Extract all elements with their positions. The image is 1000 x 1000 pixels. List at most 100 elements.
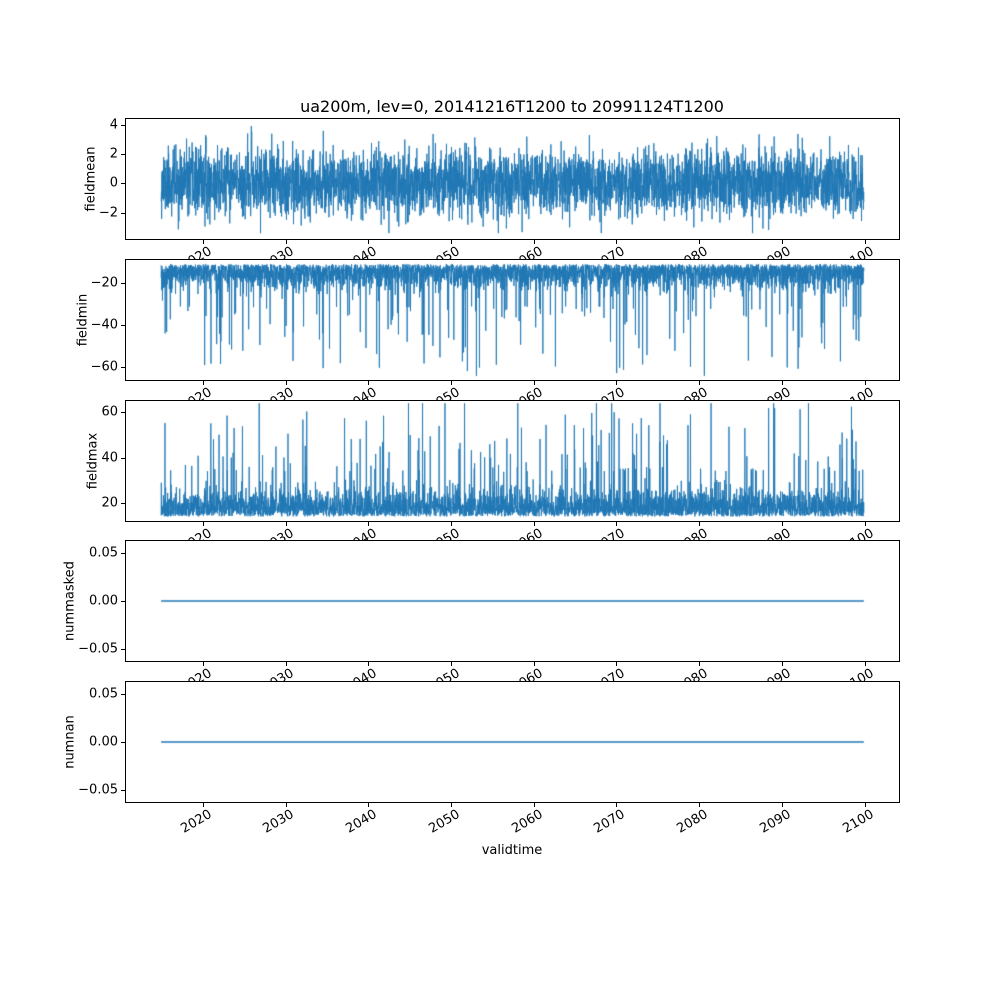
x-tick-mark	[202, 662, 204, 666]
x-tick-mark	[616, 381, 618, 385]
y-axis-label: fieldmin	[75, 293, 91, 347]
x-tick-mark	[781, 803, 783, 807]
y-axis-label: nummasked	[62, 561, 78, 641]
x-tick-mark	[781, 522, 783, 526]
x-tick-label: 2030	[260, 807, 298, 837]
x-tick-mark	[202, 240, 204, 244]
series-canvas	[126, 401, 899, 521]
y-tick-label: −0.05	[78, 641, 118, 657]
x-tick-label: 2080	[674, 807, 711, 837]
series-canvas	[126, 682, 899, 802]
x-tick-mark	[451, 381, 453, 385]
y-tick-label: 20	[101, 495, 118, 511]
y-tick-mark	[121, 649, 125, 650]
series-canvas	[126, 119, 899, 239]
y-tick-mark	[121, 742, 125, 743]
series-canvas	[126, 260, 899, 380]
y-tick-label: 0.05	[89, 686, 118, 702]
x-tick-mark	[202, 803, 204, 807]
x-axis-label: validtime	[481, 843, 543, 858]
x-tick-mark	[202, 381, 204, 385]
x-tick-label: 2020	[178, 807, 215, 837]
x-tick-mark	[368, 803, 370, 807]
x-tick-mark	[202, 522, 204, 526]
x-tick-label: 2040	[343, 807, 380, 837]
x-tick-mark	[285, 803, 287, 807]
x-tick-mark	[533, 803, 535, 807]
x-tick-mark	[864, 522, 866, 526]
x-tick-mark	[451, 803, 453, 807]
x-tick-mark	[368, 522, 370, 526]
y-tick-mark	[121, 601, 125, 602]
x-tick-label: 2100	[840, 807, 877, 837]
x-tick-mark	[533, 240, 535, 244]
subplot-fieldmean	[125, 118, 900, 240]
subplot-fieldmax	[125, 400, 900, 522]
series-canvas	[126, 541, 899, 661]
x-tick-mark	[699, 803, 701, 807]
x-tick-mark	[864, 240, 866, 244]
y-tick-mark	[121, 212, 125, 214]
y-tick-label: 0.00	[89, 593, 118, 609]
x-tick-mark	[699, 522, 701, 526]
plot-title: ua200m, lev=0, 20141216T1200 to 20991124…	[300, 97, 724, 116]
y-axis-label: fieldmax	[85, 432, 101, 490]
y-axis-label: fieldmean	[83, 146, 99, 212]
x-tick-mark	[616, 662, 618, 666]
x-tick-mark	[533, 381, 535, 385]
y-tick-mark	[121, 183, 125, 185]
x-tick-mark	[781, 662, 783, 666]
x-tick-mark	[368, 240, 370, 244]
x-tick-mark	[285, 522, 287, 526]
y-tick-mark	[121, 283, 125, 285]
x-tick-mark	[699, 381, 701, 385]
y-tick-mark	[121, 367, 125, 369]
x-tick-mark	[781, 240, 783, 244]
x-tick-mark	[451, 240, 453, 244]
x-tick-mark	[533, 662, 535, 666]
x-tick-mark	[864, 381, 866, 385]
x-tick-mark	[451, 522, 453, 526]
x-tick-mark	[533, 522, 535, 526]
x-tick-mark	[616, 240, 618, 244]
x-tick-mark	[616, 803, 618, 807]
y-tick-mark	[121, 694, 125, 695]
y-tick-mark	[121, 325, 125, 327]
y-tick-mark	[121, 502, 125, 504]
x-tick-mark	[368, 381, 370, 385]
y-axis-label: numnan	[62, 715, 78, 769]
x-tick-mark	[616, 522, 618, 526]
y-tick-label: 4	[109, 117, 118, 133]
y-tick-label: −20	[90, 275, 118, 291]
y-tick-label: −0.05	[78, 782, 118, 798]
y-tick-label: −60	[90, 359, 118, 375]
y-tick-mark	[121, 790, 125, 791]
y-tick-label: 40	[101, 450, 118, 466]
x-tick-label: 2060	[509, 807, 546, 837]
x-tick-mark	[864, 662, 866, 666]
x-tick-mark	[781, 381, 783, 385]
x-tick-mark	[368, 662, 370, 666]
x-tick-mark	[699, 662, 701, 666]
y-tick-mark	[121, 553, 125, 554]
subplot-numnan	[125, 681, 900, 803]
y-tick-mark	[121, 412, 125, 414]
x-tick-mark	[285, 662, 287, 666]
y-tick-label: −2	[98, 205, 118, 221]
x-tick-label: 2090	[757, 807, 794, 837]
y-tick-label: 60	[101, 404, 118, 420]
y-tick-mark	[121, 457, 125, 459]
x-tick-label: 2070	[591, 807, 628, 837]
subplot-nummasked	[125, 540, 900, 662]
y-tick-label: 0.00	[89, 734, 118, 750]
y-tick-label: 0	[109, 175, 118, 191]
x-tick-mark	[451, 662, 453, 666]
x-tick-mark	[699, 240, 701, 244]
y-tick-mark	[121, 124, 125, 126]
y-tick-label: 0.05	[89, 545, 118, 561]
subplot-fieldmin	[125, 259, 900, 381]
x-tick-label: 2050	[426, 807, 463, 837]
x-tick-mark	[285, 381, 287, 385]
y-tick-label: 2	[109, 146, 118, 162]
